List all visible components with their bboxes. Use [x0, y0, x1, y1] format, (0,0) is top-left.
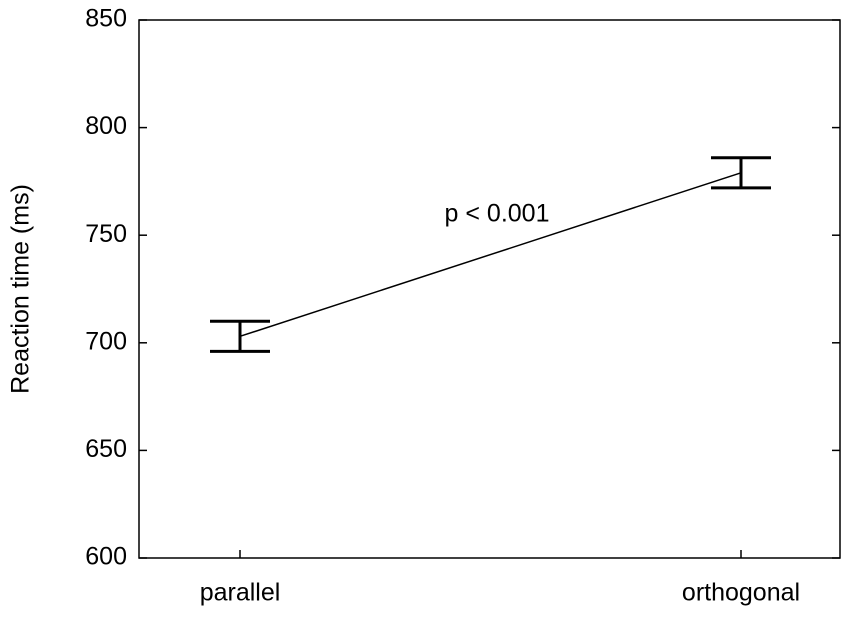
y-tick-label: 650 [85, 435, 127, 463]
y-tick-label: 700 [85, 327, 127, 355]
error-bar [210, 319, 270, 353]
plot-frame [138, 19, 841, 559]
x-tick-label: orthogonal [682, 579, 800, 607]
error-bar [711, 156, 771, 190]
line [239, 172, 742, 338]
y-tick-label: 800 [85, 112, 127, 140]
y-axis-label: Reaction time (ms) [7, 184, 35, 394]
annotation: p < 0.001 [445, 200, 550, 228]
y-tick-label: 600 [85, 543, 127, 571]
y-tick-label: 850 [85, 5, 127, 33]
x-tick-label: parallel [200, 579, 281, 607]
y-tick-label: 750 [85, 220, 127, 248]
